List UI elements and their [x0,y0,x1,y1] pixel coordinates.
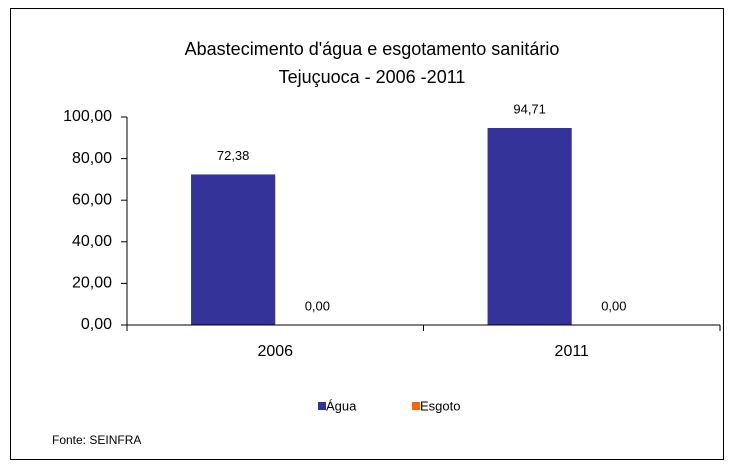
source-note: Fonte: SEINFRA [52,433,141,447]
data-label: 94,71 [513,101,546,116]
chart-border [10,8,724,460]
data-label: 0,00 [601,298,626,313]
bar [487,128,572,325]
y-tick-label: 0,00 [81,316,112,333]
legend-swatch [318,402,326,410]
y-tick-label: 60,00 [72,191,112,208]
legend-label: Esgoto [420,398,460,413]
data-label: 0,00 [305,298,330,313]
chart-subtitle: Tejuçuoca - 2006 -2011 [279,67,466,87]
data-label: 72,38 [217,148,250,163]
legend-swatch [412,402,420,410]
y-tick-label: 80,00 [72,150,112,167]
legend-label: Água [326,398,357,413]
y-tick-label: 20,00 [72,275,112,292]
y-tick-label: 100,00 [63,108,112,125]
bar [191,174,276,325]
chart-title: Abastecimento d'água e esgotamento sanit… [185,39,560,59]
y-tick-label: 40,00 [72,233,112,250]
x-tick-label: 2006 [257,343,293,360]
x-tick-label: 2011 [555,343,590,360]
